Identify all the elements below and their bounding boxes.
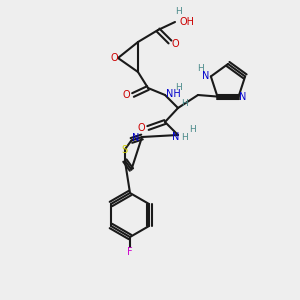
- Text: O: O: [137, 123, 145, 133]
- Text: H: H: [176, 82, 182, 91]
- Text: H: H: [197, 64, 204, 73]
- Text: N: N: [172, 132, 180, 142]
- Text: N: N: [202, 71, 210, 81]
- Text: N: N: [239, 92, 246, 102]
- Text: H: H: [182, 133, 188, 142]
- Text: O: O: [171, 39, 179, 49]
- Text: H: H: [175, 8, 182, 16]
- Text: F: F: [127, 247, 133, 257]
- Text: O: O: [122, 90, 130, 100]
- Text: N: N: [132, 134, 139, 143]
- Text: NH: NH: [166, 89, 181, 99]
- Text: S: S: [122, 146, 128, 155]
- Text: H: H: [181, 100, 188, 109]
- Text: OH: OH: [180, 17, 195, 27]
- Text: H: H: [190, 125, 196, 134]
- Text: O: O: [110, 53, 118, 63]
